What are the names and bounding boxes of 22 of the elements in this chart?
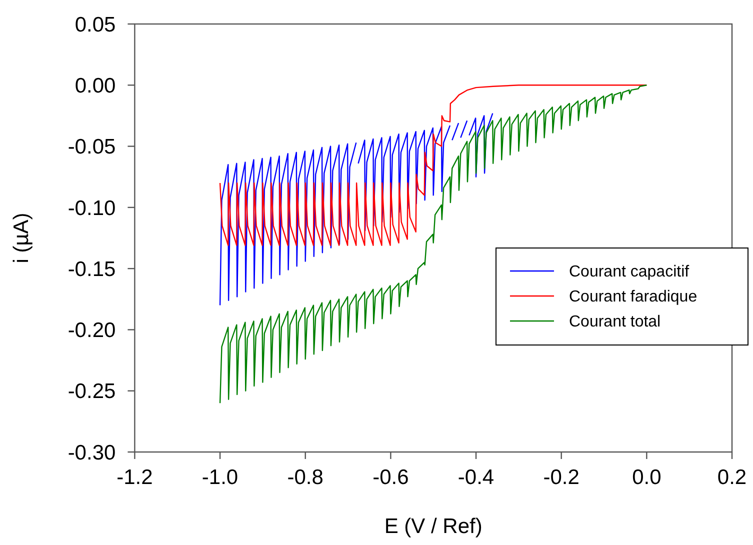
y-tick-label: -0.25 [68,380,116,404]
legend-label: Courant total [569,314,661,331]
y-tick-label: -0.20 [68,319,116,342]
line-series [219,84,648,246]
x-axis-title: E (V / Ref) [384,515,482,538]
x-tick-label: 0.0 [632,466,662,489]
y-tick-label: -0.30 [68,441,116,464]
y-tick-label: 0.00 [74,74,116,98]
y-tick-label: 0.05 [74,13,116,36]
x-tick-label: -0.6 [372,466,409,489]
x-tick-label: 0.2 [717,466,747,489]
y-axis-title: i (µA) [10,212,33,264]
x-tick-label: -0.8 [287,466,324,489]
legend-label: Courant faradique [569,288,698,306]
y-tick-label: -0.10 [68,196,116,220]
legend-label: Courant capacitif [569,264,690,281]
x-tick-label: -0.2 [543,466,580,489]
x-tick-label: -1.2 [116,466,153,489]
y-tick-label: -0.15 [68,258,116,281]
x-tick-label: -1.0 [202,466,238,489]
y-tick-label: -0.05 [68,136,116,159]
x-tick-label: -0.4 [458,466,494,489]
